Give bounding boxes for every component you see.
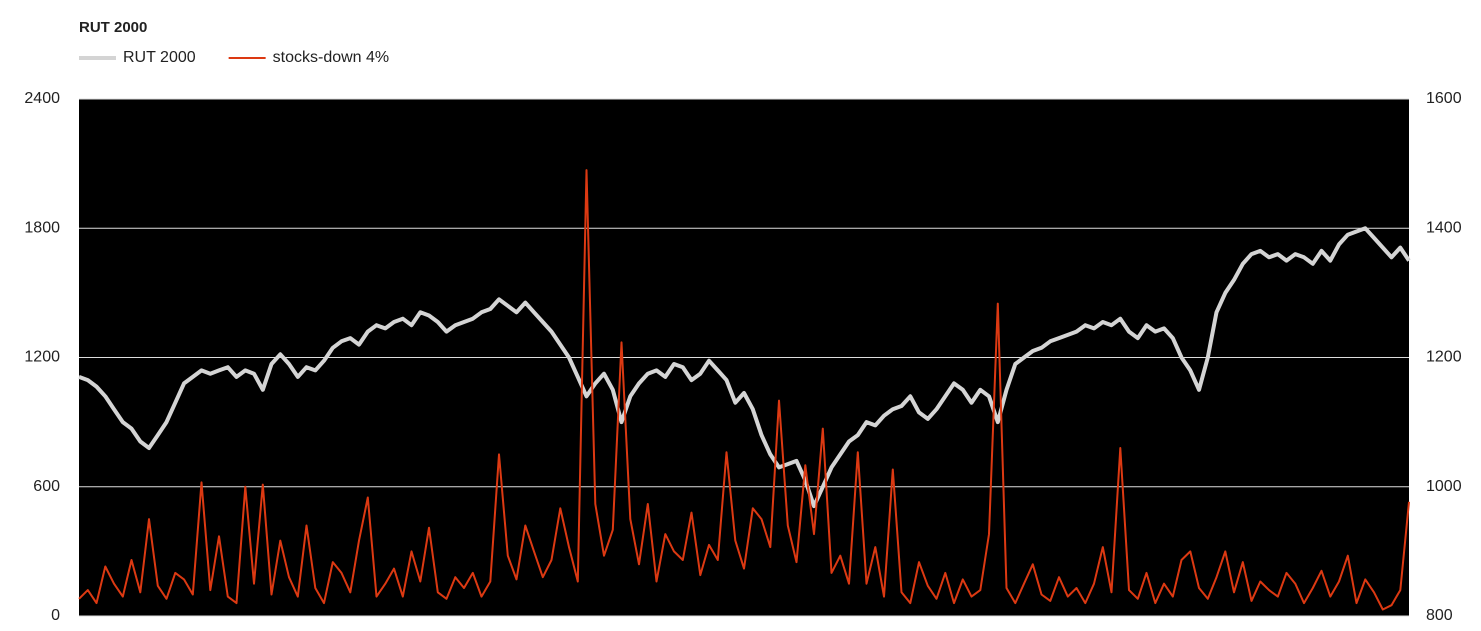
y2-tick-label: 1400 [1426, 219, 1462, 236]
y-tick-label: 1800 [24, 219, 60, 236]
y2-tick-label: 1200 [1426, 349, 1462, 366]
legend-label: RUT 2000 [123, 49, 196, 66]
y-tick-label: 0 [51, 607, 60, 624]
series-line [78, 169, 1410, 611]
legend-label: stocks-down 4% [273, 49, 390, 66]
y2-tick-label: 1600 [1426, 90, 1462, 107]
chart-title: RUT 2000 [79, 19, 147, 36]
y-tick-label: 1200 [24, 349, 60, 366]
y-tick-label: 2400 [24, 90, 60, 107]
series-line [78, 226, 1411, 509]
y-tick-label: 600 [33, 478, 60, 495]
y2-tick-label: 800 [1426, 607, 1453, 624]
y2-tick-label: 1000 [1426, 478, 1462, 495]
